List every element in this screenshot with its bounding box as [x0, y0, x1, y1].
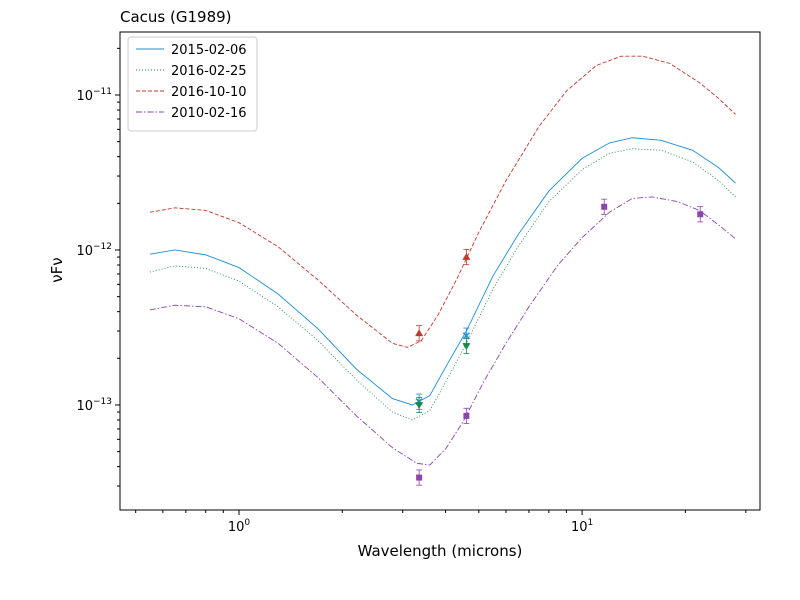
y-tick-label: 10−11	[76, 87, 112, 104]
data-point-square	[601, 203, 608, 210]
axes-frame	[119, 31, 761, 511]
series-line-2016-02-25	[149, 148, 736, 421]
series-group-2016-02-25	[149, 148, 736, 421]
legend-label: 2010-02-16	[171, 106, 247, 121]
series-line-2015-02-06	[149, 137, 736, 406]
y-tick-label: 10−12	[76, 242, 112, 259]
chart-title: Cacus (G1989)	[120, 8, 232, 26]
series-group-2010-02-16	[149, 196, 736, 486]
data-point-triangle-down	[415, 402, 424, 409]
x-tick-label: 101	[571, 518, 593, 535]
legend-label: 2016-10-10	[171, 85, 247, 100]
legend-label: 2015-02-06	[171, 43, 247, 58]
series-line-2016-10-10	[149, 55, 736, 348]
data-point-square	[697, 211, 704, 218]
data-point-triangle-up	[462, 253, 471, 260]
plot-area	[149, 55, 736, 486]
series-line-2010-02-16	[149, 196, 736, 466]
data-point-triangle-up	[415, 329, 424, 337]
data-point-x	[462, 332, 470, 340]
x-axis-label: Wavelength (microns)	[358, 542, 523, 560]
axes: 100 101 10−13 10−12 10−11	[76, 47, 747, 535]
data-point-square	[416, 474, 423, 481]
legend-label: 2016-02-25	[171, 64, 247, 79]
y-axis-label: νFν	[48, 257, 66, 282]
legend-box	[127, 36, 258, 132]
x-tick-label: 100	[228, 518, 251, 535]
data-point-triangle-down	[462, 343, 471, 351]
data-point-square	[463, 412, 470, 419]
legend: 2015-02-06 2016-02-25 2016-10-10 2010-02-16	[127, 36, 258, 132]
y-tick-label: 10−13	[76, 397, 112, 414]
series-group-2016-10-10	[149, 55, 736, 348]
